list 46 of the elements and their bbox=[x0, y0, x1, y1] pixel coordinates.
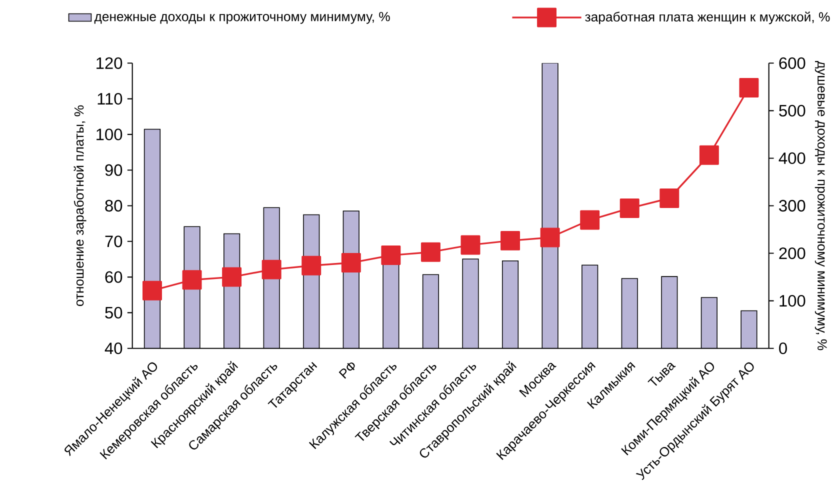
bar bbox=[422, 274, 439, 349]
y-tick-label: 70 bbox=[105, 236, 122, 248]
legend-label: денежные доходы к прожиточному минимуму, % bbox=[94, 12, 390, 24]
y2-tick-label: 200 bbox=[779, 248, 806, 260]
bar bbox=[502, 260, 519, 349]
bar bbox=[382, 264, 400, 349]
point bbox=[620, 198, 640, 218]
x-tick-label: РФ bbox=[338, 362, 355, 379]
bar bbox=[740, 310, 758, 349]
y-axis-title: отношение заработной платы, % bbox=[74, 106, 86, 306]
point bbox=[460, 235, 480, 255]
y2-axis-title: душевые доходы к прожиточному минимуму, % bbox=[814, 61, 827, 350]
point bbox=[699, 146, 719, 166]
point bbox=[262, 260, 282, 280]
point bbox=[182, 270, 202, 290]
y-tick-label: 100 bbox=[96, 128, 122, 140]
y2-tick-label: 300 bbox=[779, 200, 806, 212]
bar bbox=[700, 297, 718, 349]
y2-tick-label: 400 bbox=[778, 152, 806, 164]
y-tick-label: 110 bbox=[98, 93, 122, 105]
point bbox=[660, 188, 680, 208]
bar bbox=[582, 264, 598, 349]
y2-tick-label: 0 bbox=[779, 342, 787, 354]
bar bbox=[621, 278, 638, 349]
point bbox=[540, 228, 560, 248]
y-tick-label: 50 bbox=[105, 307, 122, 319]
y2-tick-label: 500 bbox=[779, 105, 806, 117]
point bbox=[302, 256, 322, 276]
point bbox=[420, 242, 440, 262]
point bbox=[341, 253, 361, 273]
y-tick-label: 60 bbox=[105, 271, 122, 284]
point bbox=[580, 210, 600, 230]
y2-tick-label: 100 bbox=[780, 295, 806, 307]
point bbox=[381, 246, 401, 266]
bar bbox=[462, 258, 479, 349]
y-tick-label: 40 bbox=[104, 342, 122, 354]
point bbox=[222, 268, 242, 287]
point bbox=[739, 78, 759, 98]
point bbox=[142, 281, 162, 301]
legend-label: заработная плата женщин к мужской, % bbox=[585, 12, 830, 24]
y-tick-label: 120 bbox=[96, 58, 122, 70]
point bbox=[500, 231, 520, 251]
y-tick-label: 80 bbox=[105, 200, 122, 212]
y-tick-label: 90 bbox=[105, 164, 122, 176]
bar bbox=[661, 276, 678, 349]
y2-tick-label: 600 bbox=[779, 58, 806, 70]
